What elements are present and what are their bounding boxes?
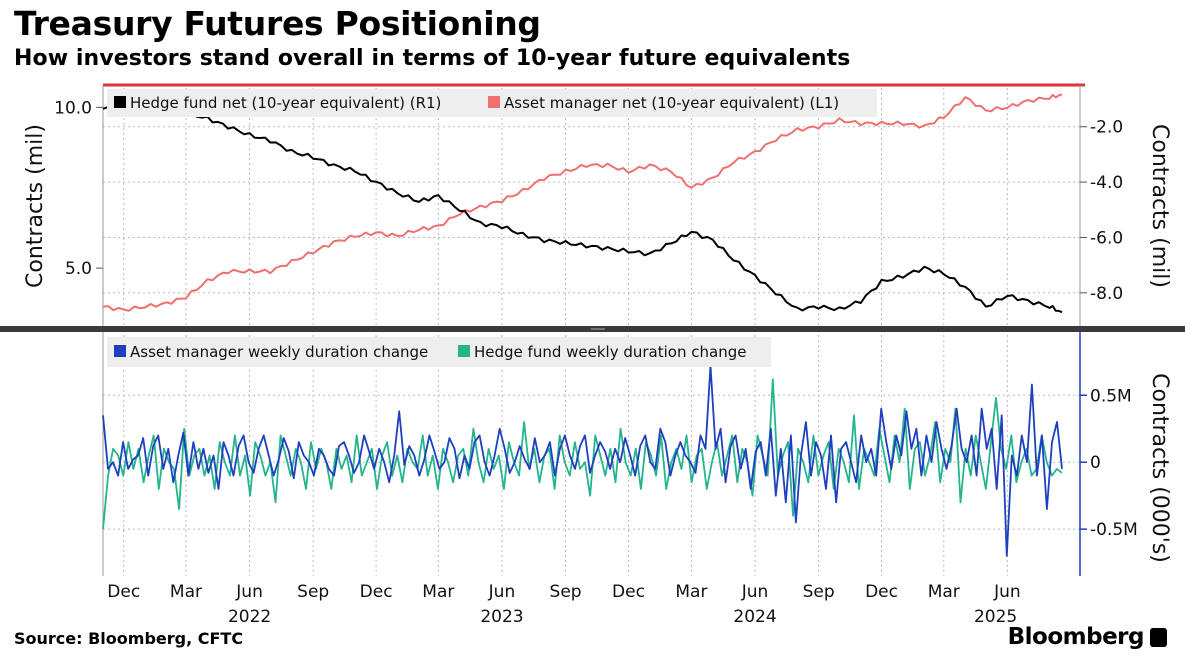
x-tick-label-8: Dec — [612, 582, 645, 602]
left-tick-label-1: 10.0 — [54, 98, 92, 118]
hedge-fund-net-line — [102, 96, 1063, 314]
x-tick-label-5: Mar — [422, 582, 454, 602]
legend-asset-weekly: Asset manager weekly duration change — [130, 343, 428, 361]
bottom-tick-label-0: -0.5M — [1090, 520, 1138, 540]
bottom-right-axis-title: Contracts (000's) — [1147, 373, 1172, 563]
right-tick-label-0: -8.0 — [1090, 284, 1123, 304]
year-label-0: 2022 — [228, 607, 271, 627]
top-right-axis-title: Contracts (mil) — [1147, 124, 1172, 288]
legend-asset-net: Asset manager net (10-year equivalent) (… — [504, 94, 839, 112]
year-label-2: 2024 — [733, 607, 776, 627]
bloomberg-logo: Bloomberg — [1008, 624, 1167, 650]
year-label-1: 2023 — [480, 607, 523, 627]
x-tick-label-6: Jun — [488, 582, 516, 602]
hedge-fund-weekly-line — [102, 378, 1063, 530]
x-tick-label-1: Mar — [170, 582, 202, 602]
x-tick-label-10: Jun — [741, 582, 769, 602]
x-tick-label-3: Sep — [297, 582, 329, 602]
legend-swatch-hedge-weekly — [458, 345, 470, 357]
asset-manager-weekly-line — [102, 364, 1063, 557]
x-tick-label-11: Sep — [803, 582, 835, 602]
bottom-series — [102, 364, 1063, 557]
legend-hedge-net: Hedge fund net (10-year equivalent) (R1) — [130, 94, 441, 112]
asset-manager-net-line — [102, 93, 1063, 312]
x-tick-label-14: Jun — [993, 582, 1021, 602]
right-tick-label-2: -4.0 — [1090, 173, 1123, 193]
right-tick-label-1: -6.0 — [1090, 228, 1123, 248]
bloomberg-terminal-icon — [1150, 627, 1167, 647]
tick-labels: 5.0 10.0 -8.0 -6.0 -4.0 -2.0 -0.5M 0 0.5M Dec Mar J… — [54, 98, 1138, 627]
right-tick-label-3: -2.0 — [1090, 118, 1123, 138]
legend-swatch-asset-weekly — [114, 345, 126, 357]
top-left-axis-title: Contracts (mil) — [23, 124, 48, 288]
chart-subtitle: How investors stand overall in terms of … — [14, 46, 851, 71]
x-tick-label-9: Mar — [675, 582, 707, 602]
bottom-tick-label-1: 0 — [1090, 453, 1101, 473]
year-label-3: 2025 — [974, 607, 1017, 627]
x-tick-label-4: Dec — [360, 582, 393, 602]
bottom-gridlines — [103, 335, 1080, 576]
bottom-legend — [107, 337, 771, 367]
x-tick-label-13: Mar — [928, 582, 960, 602]
legend-swatch-asset-net — [488, 96, 500, 108]
chart-title: Treasury Futures Positioning — [14, 4, 541, 43]
x-tick-label-12: Dec — [865, 582, 898, 602]
legend-swatch-hedge-net — [114, 96, 126, 108]
brand-name: Bloomberg — [1007, 624, 1145, 650]
source-note: Source: Bloomberg, CFTC — [14, 629, 244, 648]
legend-hedge-weekly: Hedge fund weekly duration change — [474, 343, 746, 361]
x-tick-label-2: Jun — [235, 582, 263, 602]
x-tick-label-7: Sep — [550, 582, 582, 602]
bottom-tick-label-2: 0.5M — [1090, 386, 1132, 406]
left-tick-label-0: 5.0 — [65, 259, 92, 279]
x-tick-label-0: Dec — [107, 582, 140, 602]
top-series — [102, 93, 1063, 314]
